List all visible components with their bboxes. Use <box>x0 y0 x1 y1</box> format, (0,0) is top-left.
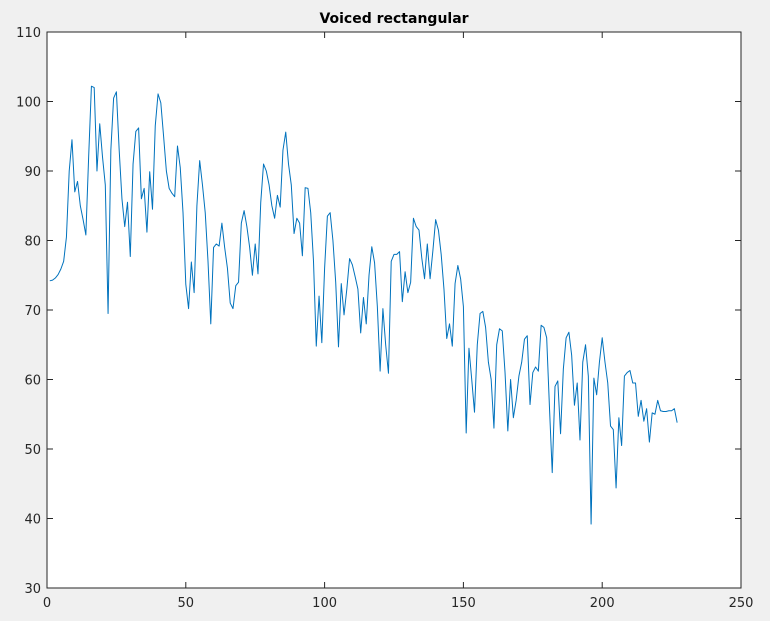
y-tick-label: 110 <box>16 26 41 41</box>
y-tick-label: 50 <box>24 443 41 458</box>
x-tick-label: 100 <box>312 596 337 611</box>
axes-background <box>47 32 741 588</box>
x-tick-label: 200 <box>590 596 615 611</box>
plot-layer <box>49 85 678 525</box>
x-tick-label: 150 <box>451 596 476 611</box>
y-tick-label: 80 <box>24 235 41 250</box>
x-tick-label: 50 <box>178 596 195 611</box>
chart-title: Voiced rectangular <box>319 11 468 27</box>
series-line <box>49 85 678 525</box>
y-tick-label: 100 <box>16 96 41 111</box>
y-tick-label: 30 <box>24 582 41 597</box>
x-tick-label: 250 <box>729 596 754 611</box>
y-axis: 30 40 50 60 70 80 90 100 110 <box>16 26 741 597</box>
y-tick-label: 60 <box>24 374 41 389</box>
x-tick-label: 0 <box>43 596 51 611</box>
x-axis: 0 50 100 150 200 250 <box>43 32 754 611</box>
y-tick-label: 70 <box>24 304 41 319</box>
y-tick-label: 40 <box>24 513 41 528</box>
y-tick-label: 90 <box>24 165 41 180</box>
